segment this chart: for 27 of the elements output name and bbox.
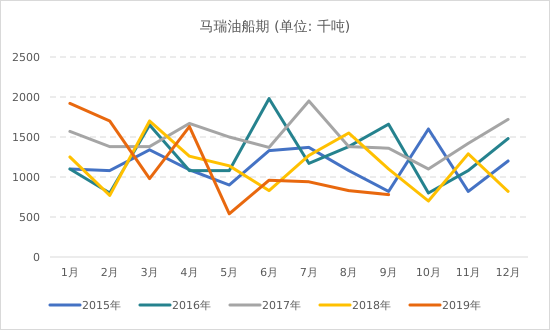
legend-label: 2019年	[442, 299, 481, 312]
chart-title: 马瑞油船期 (单位: 千吨)	[200, 19, 350, 35]
line-series	[68, 120, 510, 202]
y-tick-label: 500	[19, 211, 40, 224]
y-tick-label: 2000	[12, 91, 40, 104]
x-tick-label: 3月	[140, 266, 159, 279]
x-tick-label: 2月	[100, 266, 119, 279]
y-tick-label: 1000	[12, 171, 40, 184]
line-series	[68, 100, 510, 170]
x-tick-label: 7月	[300, 266, 318, 279]
legend-label: 2018年	[352, 299, 391, 312]
x-tick-label: 8月	[340, 266, 358, 279]
x-tick-label: 4月	[180, 266, 198, 279]
x-tick-label: 9月	[380, 266, 398, 279]
x-tick-label: 1月	[60, 266, 79, 279]
x-tick-label: 11月	[456, 266, 481, 279]
x-tick-label: 12月	[496, 266, 521, 279]
line-series	[68, 102, 390, 216]
x-tick-label: 6月	[260, 266, 278, 279]
x-tick-label: 10月	[416, 266, 441, 279]
legend-label: 2016年	[172, 299, 211, 312]
legend-label: 2015年	[82, 299, 121, 312]
x-tick-label: 5月	[220, 266, 238, 279]
legend-label: 2017年	[262, 299, 301, 312]
y-tick-label: 0	[33, 251, 40, 264]
y-tick-label: 2500	[12, 51, 40, 64]
y-tick-label: 1500	[12, 131, 40, 144]
